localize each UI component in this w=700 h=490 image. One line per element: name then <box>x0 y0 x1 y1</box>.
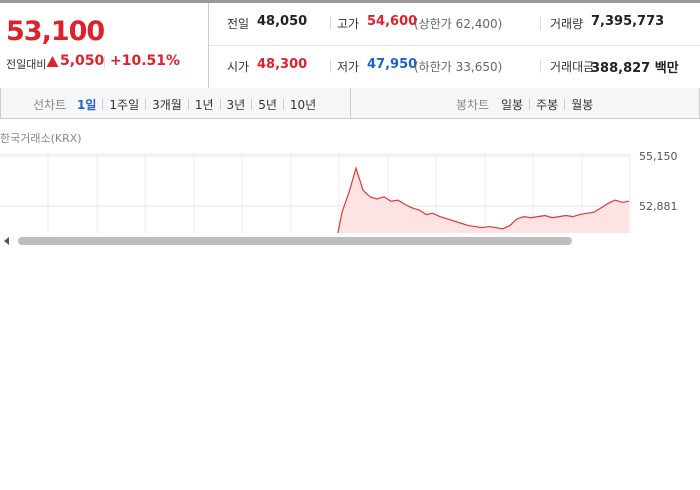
chart: 55,150 52,881 <box>0 150 678 233</box>
change-label: 전일대비 <box>6 58 47 71</box>
source: 한국거래소(KRX) <box>0 132 82 145</box>
stat-value: 7,395,773 <box>591 14 665 29</box>
tab-sep <box>251 99 253 110</box>
tab-sep <box>145 99 147 110</box>
tab[interactable]: 1일 <box>77 98 97 112</box>
tab[interactable]: 주봉 <box>536 98 559 112</box>
tab-sep <box>187 99 189 110</box>
stats-row-divider <box>209 45 700 46</box>
stat-extra: (하한가 33,650) <box>414 60 503 74</box>
tab-sep <box>529 99 531 110</box>
tab-sep <box>219 99 221 110</box>
stat-value: 48,050 <box>257 14 308 29</box>
scroll-left[interactable] <box>3 237 11 245</box>
y-tick-label: 52,881 <box>639 200 678 213</box>
price: 53,100 <box>6 16 105 47</box>
stat-label: 거래량 <box>550 17 584 31</box>
stat-value: 54,600 <box>367 14 418 29</box>
col-divider <box>540 59 541 73</box>
change-rate: +10.51% <box>110 53 181 69</box>
tab-sep <box>282 99 284 110</box>
stat-label: 저가 <box>337 60 360 74</box>
area <box>337 168 629 233</box>
tab[interactable]: 5년 <box>258 98 277 112</box>
tab[interactable]: 3년 <box>226 98 246 112</box>
scroll-thumb[interactable] <box>18 237 572 245</box>
tab[interactable]: 1주일 <box>109 98 140 112</box>
stat-label: 고가 <box>337 17 360 31</box>
col-divider <box>330 16 331 30</box>
tab-label: 봉차트 <box>456 98 490 112</box>
tab-sep <box>564 99 566 110</box>
stat-label: 전일 <box>227 17 250 31</box>
tab[interactable]: 10년 <box>289 98 317 112</box>
change: 5,050 <box>60 53 105 69</box>
top-border <box>0 0 700 3</box>
up-arrow <box>46 56 59 67</box>
tab[interactable]: 월봉 <box>571 98 594 112</box>
divider <box>104 56 105 68</box>
stat-extra: (상한가 62,400) <box>414 17 503 31</box>
col-divider <box>330 59 331 73</box>
tab-divider <box>350 88 351 119</box>
tab-sep <box>102 99 104 110</box>
stat-value: 47,950 <box>367 57 418 72</box>
stat-value: 388,827 백만 <box>591 61 679 76</box>
tab[interactable]: 1년 <box>194 98 214 112</box>
stat-value: 48,300 <box>257 57 308 72</box>
price-line <box>337 166 630 233</box>
tab-label: 선차트 <box>33 98 67 112</box>
tab[interactable]: 일봉 <box>501 98 524 112</box>
y-tick-label: 55,150 <box>639 150 678 163</box>
tab[interactable]: 3개월 <box>152 98 182 112</box>
stat-label: 시가 <box>227 60 250 74</box>
stat-label: 거래대금 <box>550 60 595 74</box>
col-divider <box>540 16 541 30</box>
